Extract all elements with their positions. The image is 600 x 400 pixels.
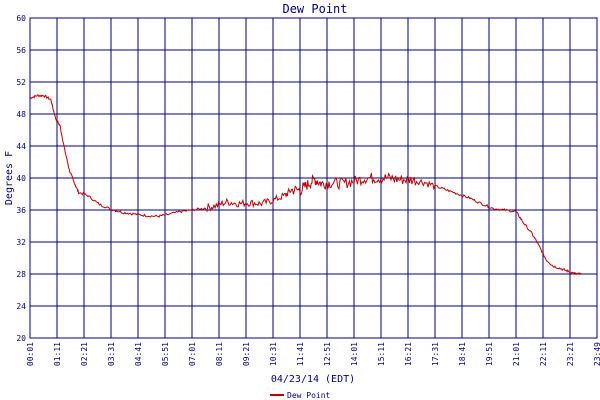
x-tick-label: 03:31 xyxy=(107,342,116,366)
series-layer xyxy=(29,94,582,276)
x-tick-label: 17:31 xyxy=(431,342,440,366)
x-tick-label: 23:21 xyxy=(566,342,575,366)
x-tick-label: 07:01 xyxy=(188,342,197,366)
x-tick-label: 01:11 xyxy=(53,342,62,366)
y-tick-label: 56 xyxy=(16,46,26,55)
legend: Dew Point xyxy=(270,391,331,400)
series-line-dew-point xyxy=(29,94,582,276)
y-tick-labels: 20 24 28 32 36 40 44 48 52 56 60 xyxy=(16,14,26,343)
x-tick-label: 23:49 xyxy=(593,342,600,366)
y-tick-label: 60 xyxy=(16,14,26,23)
x-tick-label: 12:51 xyxy=(323,342,332,366)
x-tick-label: 18:41 xyxy=(458,342,467,366)
x-tick-label: 19:51 xyxy=(485,342,494,366)
y-tick-label: 24 xyxy=(16,302,26,311)
y-tick-label: 20 xyxy=(16,334,26,343)
y-tick-label: 48 xyxy=(16,110,26,119)
y-tick-label: 28 xyxy=(16,270,26,279)
legend-entry-dew-point: Dew Point xyxy=(287,391,331,400)
y-tick-label: 44 xyxy=(16,142,26,151)
y-tick-label: 36 xyxy=(16,206,26,215)
x-tick-label: 00:01 xyxy=(26,342,35,366)
plot-frame xyxy=(29,17,598,339)
y-tick-label: 52 xyxy=(16,78,26,87)
x-tick-label: 21:01 xyxy=(512,342,521,366)
x-tick-labels: 00:01 01:11 02:21 03:31 04:41 05:51 07:01 08:11… xyxy=(26,342,600,366)
x-axis-label: 04/23/14 (EDT) xyxy=(271,374,355,385)
chart-title: Dew Point xyxy=(282,2,347,16)
y-tick-label: 32 xyxy=(16,238,26,247)
x-tick-label: 15:11 xyxy=(377,342,386,366)
x-tick-label: 09:21 xyxy=(242,342,251,366)
x-tick-label: 11:41 xyxy=(296,342,305,366)
x-tick-label: 16:21 xyxy=(404,342,413,366)
y-tick-label: 40 xyxy=(16,174,26,183)
x-tick-label: 04:41 xyxy=(134,342,143,366)
x-tick-label: 08:11 xyxy=(215,342,224,366)
x-tick-label: 05:51 xyxy=(161,342,170,366)
x-tick-label: 22:11 xyxy=(539,342,548,366)
y-axis-label: Degrees F xyxy=(4,151,15,205)
x-tick-label: 14:01 xyxy=(350,342,359,366)
x-tick-label: 10:31 xyxy=(269,342,278,366)
x-tick-label: 02:21 xyxy=(80,342,89,366)
